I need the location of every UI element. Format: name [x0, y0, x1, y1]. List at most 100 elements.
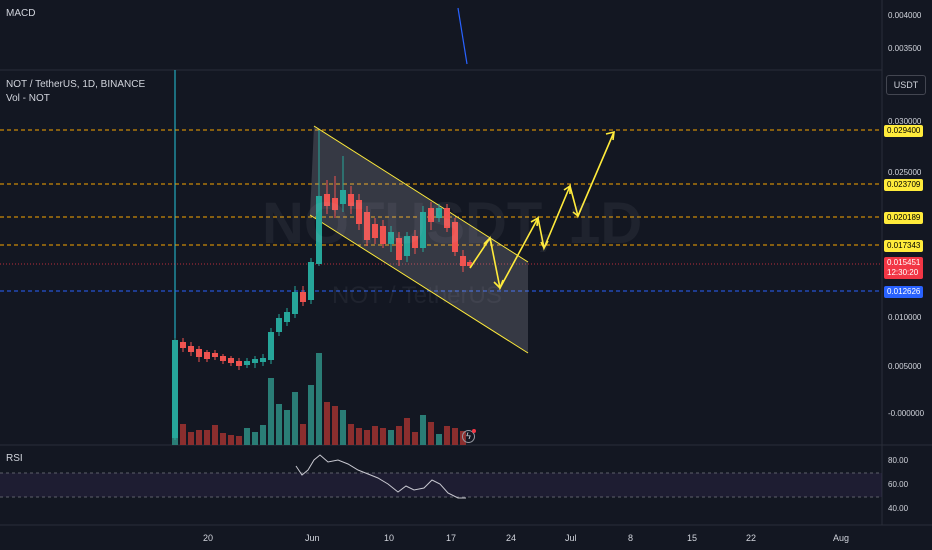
- candle: [372, 224, 378, 238]
- volume-bar: [284, 410, 290, 445]
- volume-bar: [316, 353, 322, 445]
- unit-button[interactable]: USDT: [886, 75, 926, 95]
- time-tick: 22: [746, 533, 757, 543]
- volume-bar: [228, 435, 234, 445]
- price-tick: 0.030000: [888, 117, 922, 126]
- volume-bar: [428, 422, 434, 445]
- last-price-value: 0.015451: [887, 258, 921, 267]
- time-tick: Jul: [565, 533, 577, 543]
- volume-bar: [356, 428, 362, 445]
- candle: [348, 194, 354, 206]
- volume-bar: [220, 433, 226, 445]
- volume-bar: [260, 425, 266, 445]
- volume-bar: [452, 428, 458, 445]
- volume-bar: [196, 430, 202, 445]
- candle: [260, 358, 266, 362]
- candle: [204, 352, 210, 359]
- volume-bar: [300, 424, 306, 445]
- candle: [428, 208, 434, 222]
- volume-bar: [364, 430, 370, 445]
- candle: [380, 226, 386, 244]
- time-tick: Jun: [305, 533, 320, 543]
- candles: [172, 130, 472, 440]
- volume-bar: [252, 432, 258, 445]
- volume-bar: [332, 406, 338, 445]
- candle: [172, 340, 178, 438]
- candle: [212, 353, 218, 357]
- rsi-tick: 40.00: [888, 504, 909, 513]
- volume-bar: [324, 402, 330, 445]
- level-tag: 0.023709: [884, 179, 924, 191]
- candle: [300, 292, 306, 302]
- volume-bar: [348, 424, 354, 445]
- macd-line: [457, 7, 468, 65]
- watermark-ticker: NOTUSDT, 1D: [262, 191, 643, 256]
- candle: [356, 200, 362, 224]
- candle: [252, 359, 258, 363]
- volume-bar: [268, 378, 274, 445]
- arrowhead: [483, 236, 493, 248]
- lightning-icon[interactable]: ϟ: [462, 430, 475, 443]
- watermark-name: NOT / TetherUS: [332, 282, 502, 309]
- channel-lower-line: [309, 214, 529, 354]
- volume-bar: [420, 415, 426, 445]
- candle: [228, 358, 234, 363]
- volume-label: Vol - NOT: [6, 93, 50, 104]
- candle: [220, 356, 226, 361]
- symbol-title[interactable]: NOT / TetherUS, 1D, BINANCE: [6, 79, 146, 90]
- time-tick: 17: [446, 533, 457, 543]
- volume-bar: [204, 430, 210, 445]
- candle: [292, 292, 298, 314]
- candle: [308, 262, 314, 300]
- level-tag: 0.012626: [884, 286, 924, 298]
- candle: [364, 212, 370, 240]
- rsi-tick: 80.00: [888, 456, 909, 465]
- candle: [388, 232, 394, 244]
- candle: [196, 349, 202, 357]
- time-tick: 15: [687, 533, 698, 543]
- rsi-line: [295, 454, 466, 499]
- channel-fill: [310, 126, 528, 353]
- time-tick: Aug: [833, 533, 850, 543]
- arrowhead: [605, 130, 615, 141]
- candle: [396, 238, 402, 260]
- last-price-tag: 0.015451 12:30:20: [884, 257, 924, 279]
- volume-bar: [372, 426, 378, 445]
- candle: [268, 332, 274, 360]
- level-tag: 0.020189: [884, 212, 924, 224]
- candle: [244, 361, 250, 365]
- level-tag: 0.017343: [884, 240, 924, 252]
- volume-bar: [276, 404, 282, 445]
- candle: [404, 236, 410, 256]
- volume-bar: [340, 410, 346, 445]
- arrowhead: [572, 208, 582, 218]
- projection-path: [469, 130, 615, 291]
- volume-bar: [236, 436, 242, 445]
- macd-label: MACD: [6, 8, 36, 19]
- time-tick: 8: [628, 533, 634, 543]
- volume-bar: [188, 432, 194, 445]
- candle: [332, 198, 338, 210]
- rsi-tick: 60.00: [888, 480, 909, 489]
- candle: [340, 190, 346, 204]
- candle: [180, 342, 186, 348]
- channel-upper-line: [313, 125, 529, 263]
- volume-bar: [308, 385, 314, 445]
- candle: [436, 208, 442, 218]
- volume-bars: [172, 353, 466, 445]
- volume-bar: [444, 426, 450, 445]
- time-tick: 20: [203, 533, 214, 543]
- volume-bar: [388, 430, 394, 445]
- time-tick: 24: [506, 533, 517, 543]
- arrowhead: [540, 240, 549, 250]
- candle: [276, 318, 282, 332]
- price-tick: 0.010000: [888, 313, 922, 322]
- candle: [467, 262, 472, 266]
- price-tick: 0.025000: [888, 168, 922, 177]
- candle: [444, 208, 450, 228]
- rsi-label: RSI: [6, 453, 23, 464]
- volume-bar: [412, 432, 418, 445]
- volume-bar: [396, 426, 402, 445]
- volume-bar: [212, 425, 218, 445]
